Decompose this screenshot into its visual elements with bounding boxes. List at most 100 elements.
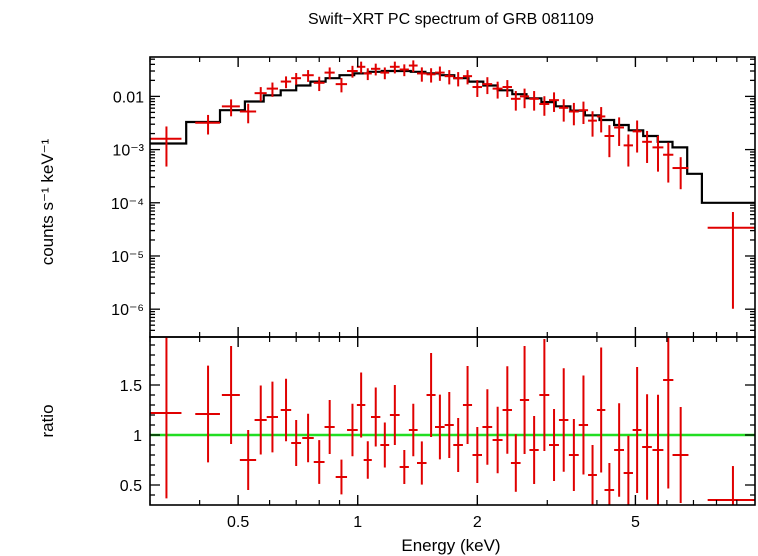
ratio-data-point	[519, 346, 530, 454]
ratio-data-point	[426, 353, 436, 437]
spectrum-data-point	[588, 111, 597, 137]
spectrum-data-point	[313, 76, 325, 92]
ratio-data-point	[492, 406, 503, 474]
spectrum-data-point	[408, 60, 418, 73]
ratio-data-point	[472, 427, 482, 483]
spectrum-data-point	[347, 65, 358, 78]
ratio-data-point	[221, 346, 240, 444]
spectrum-data-point	[472, 80, 482, 97]
spectrum-data-point	[510, 91, 521, 111]
spectrum-data-point	[578, 101, 589, 125]
ratio-data-point	[280, 378, 292, 442]
ratio-data-point	[568, 419, 579, 491]
ratio-data-point	[435, 394, 445, 460]
spectrum-y-tick-label: 10⁻⁵	[111, 249, 144, 266]
ratio-data-point	[539, 339, 550, 451]
spectrum-data-point	[363, 68, 372, 81]
spectrum-y-tick-label: 10⁻⁴	[111, 196, 144, 213]
ratio-data-point	[578, 375, 589, 475]
spectrum-data-point	[642, 130, 652, 163]
ratio-y-axis-label: ratio	[38, 404, 57, 437]
spectrum-data-point	[632, 120, 642, 153]
ratio-data-point	[363, 441, 372, 479]
spectrum-y-tick-label: 10⁻⁶	[111, 302, 144, 319]
ratio-data-point	[195, 365, 220, 463]
chart-title: Swift−XRT PC spectrum of GRB 081109	[308, 11, 594, 28]
ratio-data-point	[313, 440, 325, 484]
spectrum-data-point	[492, 81, 503, 99]
ratio-data-point	[347, 403, 358, 457]
spectrum-data-point	[519, 88, 530, 109]
x-tick-label: 2	[473, 514, 482, 531]
spectrum-data-point	[482, 77, 493, 95]
ratio-frame	[149, 336, 756, 506]
spectrum-data-point	[417, 67, 427, 82]
spectrum-data-point	[663, 142, 674, 183]
ratio-data-point	[150, 337, 182, 499]
spectrum-data-point	[399, 64, 409, 77]
x-tick-label: 1	[353, 514, 362, 531]
spectrum-data-point	[502, 80, 512, 97]
ratio-data-point	[623, 435, 633, 505]
spectrum-data-point	[558, 99, 569, 122]
ratio-data-point	[632, 367, 642, 493]
spectrum-data-point	[291, 73, 302, 85]
ratio-data-point	[324, 400, 335, 454]
ratio-data-point	[462, 366, 473, 444]
ratio-data-point	[604, 463, 615, 505]
spectrum-frame	[149, 56, 756, 338]
ratio-y-tick-label: 0.5	[120, 478, 142, 495]
ratio-data-point	[529, 416, 539, 484]
model-step-path	[150, 69, 755, 204]
spectrum-data-point	[444, 70, 454, 85]
spectrum-data-point	[453, 72, 463, 87]
ratio-data-point	[482, 389, 493, 465]
spectrum-data-point	[371, 63, 381, 76]
ratio-data-point	[558, 368, 569, 472]
ratio-data-point	[302, 413, 314, 463]
ratio-data-point	[642, 394, 652, 500]
ratio-data-point	[356, 372, 366, 438]
model-step-curve	[150, 69, 755, 204]
spectrum-y-tick-label: 0.01	[113, 89, 144, 106]
ratio-data-point	[417, 441, 427, 485]
spectrum-data-point	[335, 78, 348, 93]
ratio-data-point	[588, 445, 597, 505]
spectrum-data-point	[548, 92, 559, 112]
ratio-data-point	[652, 394, 664, 505]
ratio-panel: 0.5 1 1.5 0.5 1 2 5 ratio Energy (keV)	[38, 336, 756, 555]
spectrum-data-point	[380, 67, 390, 80]
ratio-data-point	[266, 381, 279, 453]
x-axis-label: Energy (keV)	[401, 536, 500, 555]
spectrum-y-axis-label: counts s⁻¹ keV⁻¹	[38, 138, 57, 265]
ratio-data-point	[614, 403, 624, 497]
spectrum-data-point	[426, 68, 436, 83]
x-tick-label: 0.5	[227, 514, 249, 531]
spectrum-data-point	[266, 82, 279, 97]
ratio-data-point	[389, 385, 400, 445]
spectrum-data-point	[389, 61, 400, 74]
spectrum-data-point	[604, 125, 615, 158]
ratio-data-point	[444, 392, 454, 458]
spectrum-data-point	[254, 87, 267, 102]
spectrum-data-point	[672, 157, 689, 190]
spectrum-data-point	[652, 135, 664, 172]
ratio-y-tick-label: 1.5	[120, 378, 142, 395]
spectrum-data-point	[539, 96, 550, 116]
ratio-data-point	[254, 385, 267, 455]
ratio-data-point	[707, 466, 755, 505]
spectrum-data-point	[596, 107, 606, 133]
spectrum-y-tick-label: 10⁻³	[112, 143, 144, 160]
ratio-axes: 0.5 1 1.5 0.5 1 2 5	[120, 336, 756, 531]
spectrum-data-point	[435, 66, 445, 81]
spectrum-data-point	[623, 134, 633, 167]
ratio-data-point	[291, 420, 302, 466]
ratio-data-point	[672, 407, 689, 503]
ratio-data-point	[239, 430, 257, 490]
ratio-data-point	[510, 434, 521, 492]
spectrum-data-point	[221, 99, 240, 117]
spectrum-data-point	[239, 103, 257, 124]
x-tick-label: 5	[631, 514, 640, 531]
ratio-data-point	[502, 366, 512, 454]
